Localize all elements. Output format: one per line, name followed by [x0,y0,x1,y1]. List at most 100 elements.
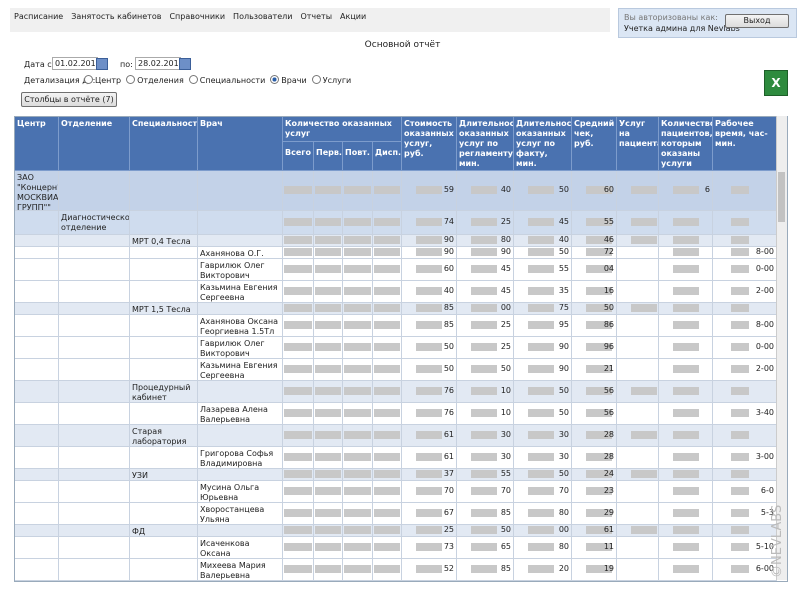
columns-button[interactable]: Столбцы в отчёте (7) [21,92,117,107]
table-cell [59,403,130,425]
masked-value [673,431,699,439]
table-cell [130,503,198,525]
masked-value [344,236,371,244]
table-cell [343,537,373,559]
table-cell [343,403,373,425]
table-cell: 00 [514,525,572,537]
table-cell [617,447,659,469]
table-cell: 40 [457,171,514,211]
cell-value: 45 [501,264,511,274]
table-cell: Исаченкова Оксана Владимировна [198,537,283,559]
table-cell [59,235,130,247]
table-cell [283,469,314,481]
masked-value [528,287,554,295]
masked-value [284,321,312,329]
table-cell: 75 [514,303,572,315]
cell-value: 28 [604,452,614,462]
table-cell: 80 [457,235,514,247]
date-to[interactable]: 28.02.2015 [135,57,181,70]
date-from[interactable]: 01.02.2015 [52,57,98,70]
masked-value [284,543,312,551]
radio-option[interactable]: Отделения [126,76,184,85]
calendar-icon[interactable] [96,58,108,70]
table-cell: 25 [457,315,514,337]
table-cell: 24 [572,469,617,481]
table-cell [59,469,130,481]
masked-value [284,265,312,273]
masked-value [731,387,749,395]
table-cell: 28 [572,447,617,469]
cell-value: 46 [604,235,614,245]
table-cell: 60 [572,171,617,211]
table-cell: 04 [572,259,617,281]
table-cell: 59 [402,171,457,211]
menu-item[interactable]: Пользователи [233,12,292,21]
table-cell [314,211,343,235]
cell-value: 95 [559,320,569,330]
header-cell: Услуг на пациента [617,117,659,171]
masked-value [374,343,400,351]
excel-export[interactable]: X [764,70,788,96]
table-cell: 72 [572,247,617,259]
radio-option[interactable]: Услуги [312,76,352,85]
table-cell [59,359,130,381]
table-cell [283,259,314,281]
masked-value [315,387,341,395]
table-cell [343,259,373,281]
table-cell [59,537,130,559]
masked-value [344,365,371,373]
table-cell [314,381,343,403]
menu-bar: Расписание Занятость кабинетов Справочники… [10,8,610,32]
radio-option[interactable]: Специальности [189,76,266,85]
table-cell: 30 [457,447,514,469]
masked-value [374,453,400,461]
radio-option[interactable]: Центр [84,76,121,85]
masked-value [315,487,341,495]
masked-value [731,365,749,373]
menu-item[interactable]: Расписание [14,12,63,21]
table-cell: 11 [572,537,617,559]
table-cell: 55 [457,469,514,481]
table-cell: 16 [572,281,617,303]
menu-item[interactable]: Справочники [169,12,225,21]
table-cell [373,315,402,337]
menu-item[interactable]: Занятость кабинетов [71,12,161,21]
masked-value [528,565,554,573]
logout-button[interactable]: Выход [725,14,789,28]
table-cell: 90 [402,235,457,247]
masked-value [374,431,400,439]
cell-value: 50 [559,408,569,418]
table-cell [617,537,659,559]
menu-item[interactable]: Отчеты [300,12,332,21]
radio-option[interactable]: Врачи [270,76,306,85]
table-cell [617,503,659,525]
masked-value [315,431,341,439]
masked-value [344,287,371,295]
menu-item[interactable]: Акции [340,12,366,21]
table-cell [617,303,659,315]
table-cell [15,481,59,503]
calendar-icon[interactable] [179,58,191,70]
cell-value: 72 [604,247,614,257]
table-cell [373,281,402,303]
table-cell: 76 [402,381,457,403]
masked-value [344,387,371,395]
table-cell: 50 [514,381,572,403]
table-cell [15,303,59,315]
table-cell: 21 [572,359,617,381]
cell-value: 90 [559,342,569,352]
cell-value: 50 [604,303,614,313]
table-cell [617,259,659,281]
table-cell: 25 [402,525,457,537]
masked-value [344,453,371,461]
report-table: ЦентрОтделениеСпециальностьВрачВсегоПерв… [14,116,788,582]
table-cell [343,281,373,303]
table-cell [15,537,59,559]
table-cell [373,481,402,503]
table-cell: 96 [572,337,617,359]
header-cell: Врач [198,117,283,171]
masked-value [731,509,749,517]
cell-value: 76 [444,386,454,396]
table-cell [617,403,659,425]
cell-value: 60 [444,264,454,274]
